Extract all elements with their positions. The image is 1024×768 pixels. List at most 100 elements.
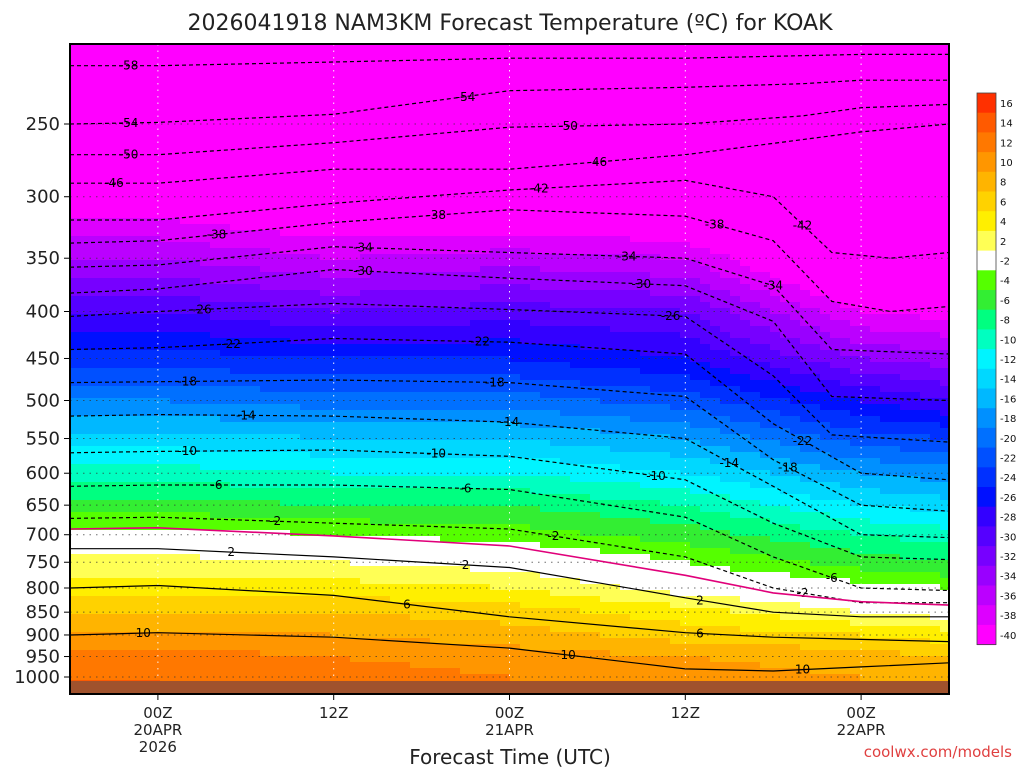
field-cell	[140, 554, 151, 561]
field-cell	[200, 272, 211, 279]
field-cell	[230, 224, 241, 231]
field-cell	[110, 554, 121, 561]
field-cell	[520, 446, 531, 453]
field-cell	[520, 110, 531, 117]
field-cell	[170, 356, 181, 363]
field-cell	[350, 224, 361, 231]
field-cell	[180, 338, 191, 345]
field-cell	[420, 230, 431, 237]
field-cell	[310, 608, 321, 615]
field-cell	[230, 458, 241, 465]
field-cell	[440, 458, 451, 465]
field-cell	[400, 230, 411, 237]
field-cell	[440, 116, 451, 123]
field-cell	[300, 488, 311, 495]
field-cell	[130, 560, 141, 567]
field-cell	[260, 254, 271, 261]
field-cell	[70, 506, 81, 513]
field-cell	[260, 98, 271, 105]
field-cell	[440, 542, 451, 549]
field-cell	[420, 506, 431, 513]
field-cell	[200, 434, 211, 441]
field-cell	[480, 218, 491, 225]
field-cell	[260, 458, 271, 465]
field-cell	[90, 272, 101, 279]
field-cell	[410, 236, 421, 243]
field-cell	[260, 74, 271, 81]
field-cell	[490, 128, 501, 135]
field-cell	[210, 206, 221, 213]
field-cell	[210, 494, 221, 501]
field-cell	[320, 254, 331, 261]
field-cell	[240, 290, 251, 297]
field-cell	[130, 644, 141, 651]
field-cell	[230, 638, 241, 645]
field-cell	[130, 104, 141, 111]
field-cell	[70, 464, 81, 471]
field-cell	[240, 278, 251, 285]
field-cell	[180, 266, 191, 273]
field-cell	[310, 392, 321, 399]
field-cell	[430, 266, 441, 273]
field-cell	[290, 356, 301, 363]
field-cell	[110, 284, 121, 291]
field-cell	[200, 128, 211, 135]
field-cell	[130, 596, 141, 603]
field-cell	[320, 494, 331, 501]
field-cell	[110, 146, 121, 153]
field-cell	[120, 518, 131, 525]
field-cell	[330, 404, 341, 411]
field-cell	[330, 56, 341, 63]
field-cell	[520, 422, 531, 429]
field-cell	[460, 584, 471, 591]
field-cell	[440, 380, 451, 387]
field-cell	[340, 464, 351, 471]
field-cell	[130, 368, 141, 375]
field-cell	[320, 164, 331, 171]
field-cell	[100, 386, 111, 393]
field-cell	[390, 320, 401, 327]
field-cell	[440, 410, 451, 417]
field-cell	[150, 596, 161, 603]
field-cell	[390, 188, 401, 195]
field-cell	[300, 170, 311, 177]
field-cell	[500, 566, 511, 573]
field-cell	[270, 440, 281, 447]
field-cell	[520, 260, 531, 267]
field-cell	[350, 98, 361, 105]
field-cell	[380, 650, 391, 657]
field-cell	[120, 80, 131, 87]
field-cell	[320, 548, 331, 555]
field-cell	[140, 542, 151, 549]
field-cell	[260, 332, 271, 339]
field-cell	[490, 494, 501, 501]
field-cell	[500, 260, 511, 267]
field-cell	[520, 200, 531, 207]
field-cell	[310, 518, 321, 525]
field-cell	[440, 176, 451, 183]
field-cell	[230, 518, 241, 525]
field-cell	[270, 122, 281, 129]
field-cell	[300, 626, 311, 633]
field-cell	[270, 74, 281, 81]
field-cell	[240, 152, 251, 159]
field-cell	[270, 386, 281, 393]
field-cell	[290, 632, 301, 639]
field-cell	[480, 254, 491, 261]
field-cell	[160, 548, 171, 555]
field-cell	[220, 338, 231, 345]
field-cell	[390, 152, 401, 159]
field-cell	[230, 248, 241, 255]
field-cell	[90, 542, 101, 549]
field-cell	[230, 128, 241, 135]
field-cell	[130, 176, 141, 183]
field-cell	[310, 428, 321, 435]
field-cell	[240, 158, 251, 165]
field-cell	[280, 206, 291, 213]
field-cell	[450, 86, 461, 93]
field-cell	[150, 650, 161, 657]
field-cell	[200, 662, 211, 669]
field-cell	[280, 458, 291, 465]
field-cell	[330, 548, 341, 555]
field-cell	[190, 164, 201, 171]
